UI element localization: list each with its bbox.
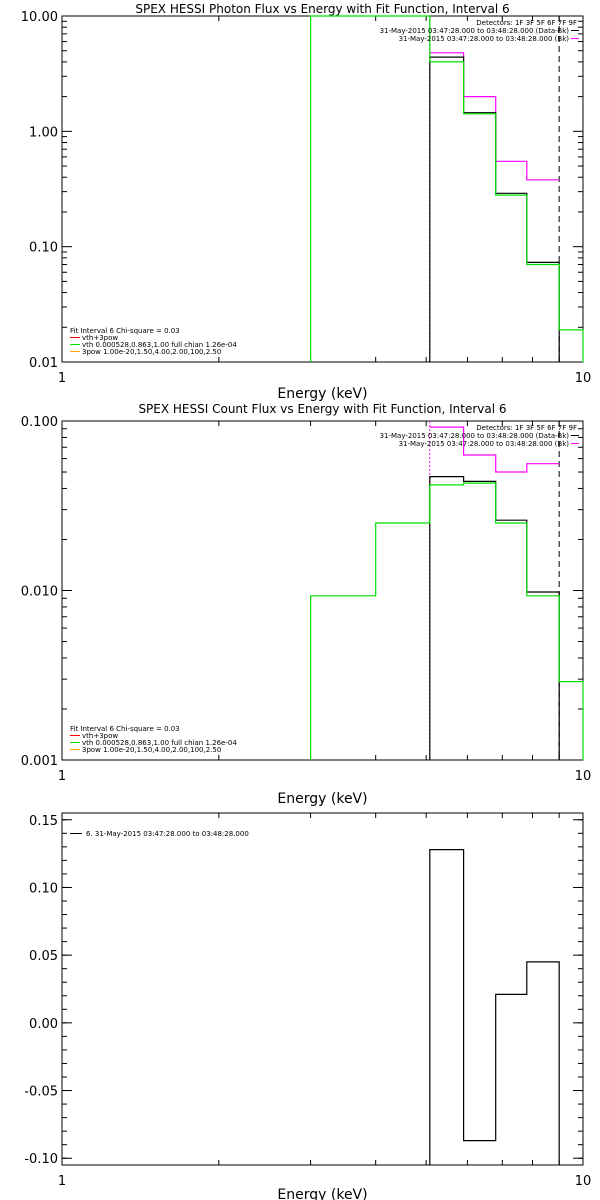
chart-title-count: SPEX HESSI Count Flux vs Energy with Fit… [138, 402, 506, 416]
legend-entry: 31-May-2015 03:47:28.000 to 03:48:28.000… [399, 35, 570, 43]
y-tick-label: 0.00 [29, 1017, 58, 1032]
legend-entry: 31-May-2015 03:47:28.000 to 03:48:28.000… [380, 27, 570, 35]
x-tick-label: 1 [58, 769, 66, 784]
y-tick-label: 1.00 [29, 125, 58, 140]
series-line-photon-0 [429, 52, 560, 181]
legend-entry: Detectors: 1F 3F 5F 6F 7F 9F [476, 19, 577, 27]
legend-entry: vth 0.000528,0.863,1.00 full chian 1.26e… [82, 739, 237, 747]
legend-entry: Detectors: 1F 3F 5F 6F 7F 9F [476, 424, 577, 432]
plot-frame-residuals [61, 812, 584, 1166]
y-tick-label: 0.01 [29, 356, 58, 371]
y-tick-label: 0.010 [21, 585, 58, 600]
legend-entry: 3pow 1.00e-20,1.50,4.00,2.00,100,2.50 [82, 348, 221, 356]
x-tick-label: 1 [58, 1174, 66, 1189]
y-tick-label: 0.10 [29, 881, 58, 896]
legend-entry: vth 0.000528,0.863,1.00 full chian 1.26e… [82, 341, 237, 349]
series-line-photon-1 [429, 56, 560, 362]
legend-entry: vth+3pow [82, 334, 118, 342]
series-line-count-2 [310, 482, 584, 760]
y-tick-label: 0.100 [21, 415, 58, 430]
series-line-photon-2 [310, 15, 584, 362]
legend-entry: 6. 31-May-2015 03:47:28.000 to 03:48:28.… [86, 830, 249, 838]
series-line-residuals-0 [429, 849, 560, 1165]
y-tick-label: -0.05 [24, 1085, 58, 1100]
y-tick-label: -0.10 [24, 1152, 58, 1167]
plot-frame-photon [61, 15, 584, 363]
x-tick-label: 10 [575, 371, 592, 386]
legend-entry: Fit Interval 6 Chi-square = 0.03 [70, 327, 180, 335]
x-tick-label: 1 [58, 371, 66, 386]
legend-entry: Fit Interval 6 Chi-square = 0.03 [70, 725, 180, 733]
legend-entry: 31-May-2015 03:47:28.000 to 03:48:28.000… [399, 440, 570, 448]
legend-entry: vth+3pow [82, 732, 118, 740]
series-line-count-0 [429, 426, 560, 473]
y-tick-label: 10.00 [21, 10, 58, 25]
x-axis-label: Energy (keV) [277, 1187, 367, 1200]
chart-title-photon: SPEX HESSI Photon Flux vs Energy with Fi… [135, 2, 509, 16]
x-tick-label: 10 [575, 1174, 592, 1189]
y-tick-label: 0.05 [29, 949, 58, 964]
y-tick-label: 0.10 [29, 241, 58, 256]
y-tick-label: 0.001 [21, 754, 58, 769]
legend-entry: 31-May-2015 03:47:28.000 to 03:48:28.000… [380, 432, 570, 440]
x-tick-label: 10 [575, 769, 592, 784]
y-tick-label: 0.15 [29, 814, 58, 829]
series-line-count-1 [429, 476, 560, 760]
x-axis-label: Energy (keV) [277, 386, 367, 402]
legend-entry: 3pow 1.00e-20,1.50,4.00,2.00,100,2.50 [82, 746, 221, 754]
x-axis-label: Energy (keV) [277, 791, 367, 807]
